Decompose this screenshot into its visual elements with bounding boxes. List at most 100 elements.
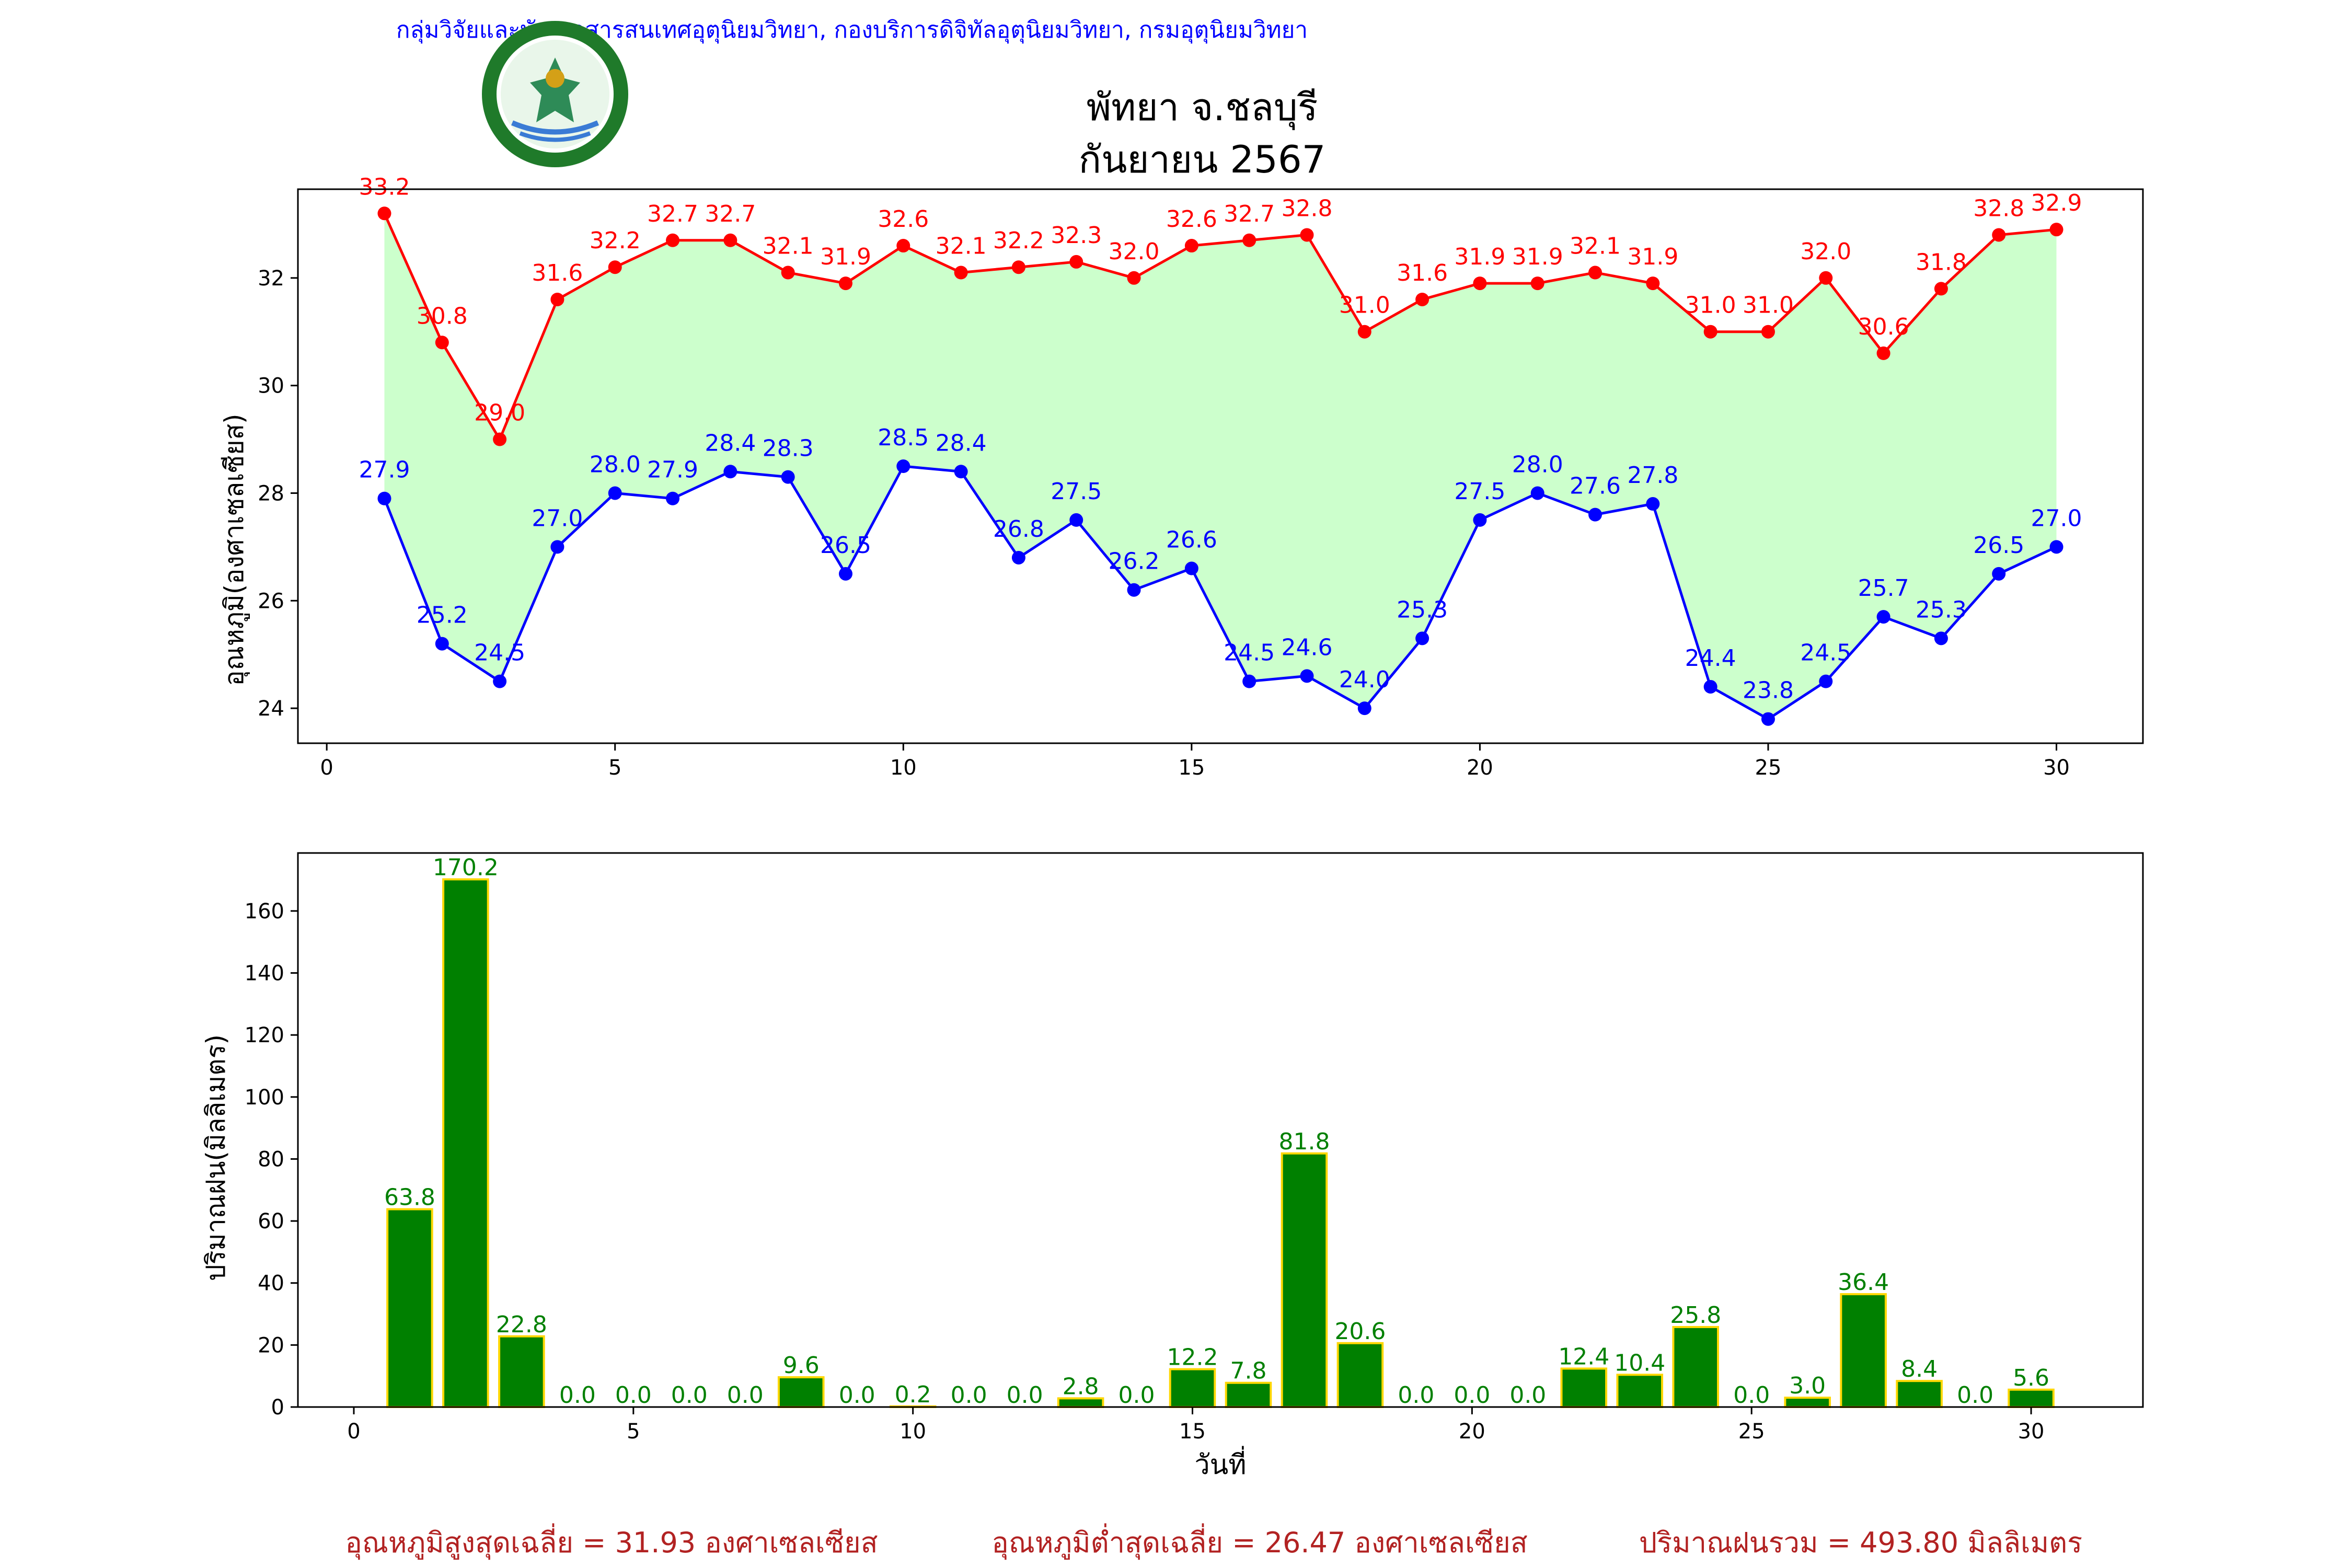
max-temp-data-label: 31.0 (1685, 292, 1736, 319)
rain-data-label: 0.0 (1007, 1382, 1043, 1409)
rain-data-label: 0.0 (1733, 1382, 1770, 1409)
max-temp-point (1415, 292, 1429, 306)
max-temp-point (1992, 228, 2006, 242)
rainfall-x-tick-label: 10 (900, 1420, 926, 1444)
max-temp-point (1300, 228, 1314, 242)
rain-bar (1225, 1381, 1272, 1408)
rain-data-label: 0.0 (615, 1382, 652, 1409)
max-temp-data-label: 33.2 (359, 174, 410, 200)
max-temp-data-label: 32.8 (1281, 195, 1332, 222)
max-temp-data-label: 31.0 (1743, 292, 1794, 319)
rainfall-x-tick-label: 5 (627, 1420, 640, 1444)
min-temp-point (608, 486, 622, 500)
min-temp-data-label: 28.0 (590, 451, 641, 478)
max-temp-data-label: 32.9 (2031, 190, 2082, 216)
min-temp-data-label: 27.9 (647, 457, 698, 483)
rain-data-label: 7.8 (1230, 1358, 1266, 1385)
rain-data-label: 81.8 (1278, 1128, 1330, 1155)
rainfall-y-tick-label: 40 (258, 1272, 284, 1296)
max-temp-data-label: 32.8 (1973, 195, 2024, 222)
rain-data-label: 22.8 (496, 1311, 547, 1338)
max-temp-data-label: 32.0 (1109, 238, 1160, 265)
rainfall-x-tick-label: 25 (1738, 1420, 1765, 1444)
min-temp-data-label: 28.5 (878, 424, 929, 451)
rainfall-panel: 63.8 170.2 22.8 0.0 0.0 0.0 0.0 9.6 0.0 0.2 0.0 0.0… (245, 852, 2144, 1444)
max-temp-data-label: 32.3 (1051, 222, 1102, 249)
rain-data-label: 63.8 (384, 1184, 435, 1211)
rain-data-label: 10.4 (1614, 1350, 1665, 1376)
max-temp-point (1011, 260, 1025, 274)
rain-data-label: 3.0 (1789, 1373, 1826, 1399)
max-temp-point (550, 292, 564, 306)
max-temp-point (435, 336, 449, 350)
min-temp-point (954, 465, 968, 479)
min-temp-data-label: 27.6 (1570, 473, 1621, 500)
max-temp-data-label: 31.6 (1397, 260, 1448, 286)
max-temp-data-label: 32.6 (1166, 206, 1217, 233)
max-temp-point (608, 260, 622, 274)
min-temp-point (1127, 583, 1141, 597)
max-temp-point (723, 233, 737, 247)
rainfall-x-axis-label: วันที่ (1194, 1446, 1246, 1481)
chart-title-station: พัทยา จ.ชลบุรี (1087, 85, 1318, 130)
max-temp-data-label: 32.7 (647, 201, 698, 227)
min-temp-point (1184, 561, 1198, 575)
max-temp-point (1588, 266, 1602, 280)
max-temp-data-label: 31.0 (1339, 292, 1390, 319)
min-temp-point (1530, 486, 1544, 500)
max-temp-point (666, 233, 680, 247)
max-temp-point (1242, 233, 1256, 247)
min-temp-data-label: 24.5 (474, 640, 525, 666)
max-temp-line (383, 213, 2057, 443)
rain-bar (1616, 1374, 1664, 1409)
footer-avg-max: อุณหภูมิสูงสุดเฉลี่ย = 31.93 องศาเซลเซีย… (345, 1523, 878, 1560)
temperature-y-tick-label: 32 (258, 267, 284, 291)
min-temp-data-label: 27.0 (2031, 505, 2082, 532)
rain-bar (1672, 1325, 1720, 1409)
rain-data-label: 170.2 (433, 854, 499, 881)
rain-data-label: 0.0 (839, 1382, 875, 1409)
max-temp-point (1530, 276, 1544, 291)
rainfall-frame (297, 852, 2144, 1408)
min-temp-line (383, 465, 2057, 721)
max-temp-point (1473, 276, 1487, 291)
rainfall-y-tick-label: 120 (245, 1023, 284, 1047)
rain-data-label: 2.8 (1063, 1373, 1099, 1400)
max-temp-data-label: 31.8 (1916, 249, 1967, 275)
temperature-y-tick-label: 26 (258, 589, 284, 613)
min-temp-data-label: 24.4 (1685, 645, 1736, 672)
min-temp-data-label: 27.5 (1454, 478, 1505, 505)
min-temp-point (666, 491, 680, 505)
max-temp-data-label: 32.7 (705, 201, 756, 227)
rain-bar (777, 1376, 825, 1409)
rain-data-label: 0.2 (895, 1381, 931, 1408)
temperature-y-tick-label: 28 (258, 481, 284, 505)
rain-bar (386, 1208, 433, 1408)
max-temp-point (2049, 223, 2063, 237)
min-temp-data-label: 24.5 (1800, 640, 1851, 666)
max-temp-data-label: 32.6 (878, 206, 929, 233)
max-temp-data-label: 32.0 (1800, 238, 1851, 265)
min-temp-point (1819, 674, 1833, 688)
min-temp-point (550, 540, 564, 554)
footer-total-rain: ปริมาณฝนรวม = 493.80 มิลลิเมตร (1639, 1526, 2082, 1559)
min-temp-data-label: 24.0 (1339, 666, 1390, 693)
min-temp-point (723, 465, 737, 479)
rain-bar (1336, 1342, 1384, 1409)
max-temp-point (1761, 325, 1775, 339)
rainfall-y-tick-label: 80 (258, 1147, 284, 1171)
min-temp-point (1300, 669, 1314, 683)
min-temp-point (1588, 508, 1602, 522)
rain-bar (1840, 1293, 1887, 1408)
meteorological-department-logo (482, 21, 628, 167)
rain-bar (1560, 1367, 1608, 1408)
rain-data-label: 12.4 (1558, 1343, 1609, 1370)
rainfall-y-tick-label: 20 (258, 1333, 284, 1357)
rain-bar (442, 878, 489, 1408)
rain-bar (1896, 1380, 1943, 1409)
temperature-x-tick-label: 10 (890, 756, 917, 780)
temperature-range-fill (384, 213, 2057, 719)
rainfall-y-tick-label: 140 (245, 962, 284, 986)
temperature-x-tick-label: 20 (1467, 756, 1493, 780)
